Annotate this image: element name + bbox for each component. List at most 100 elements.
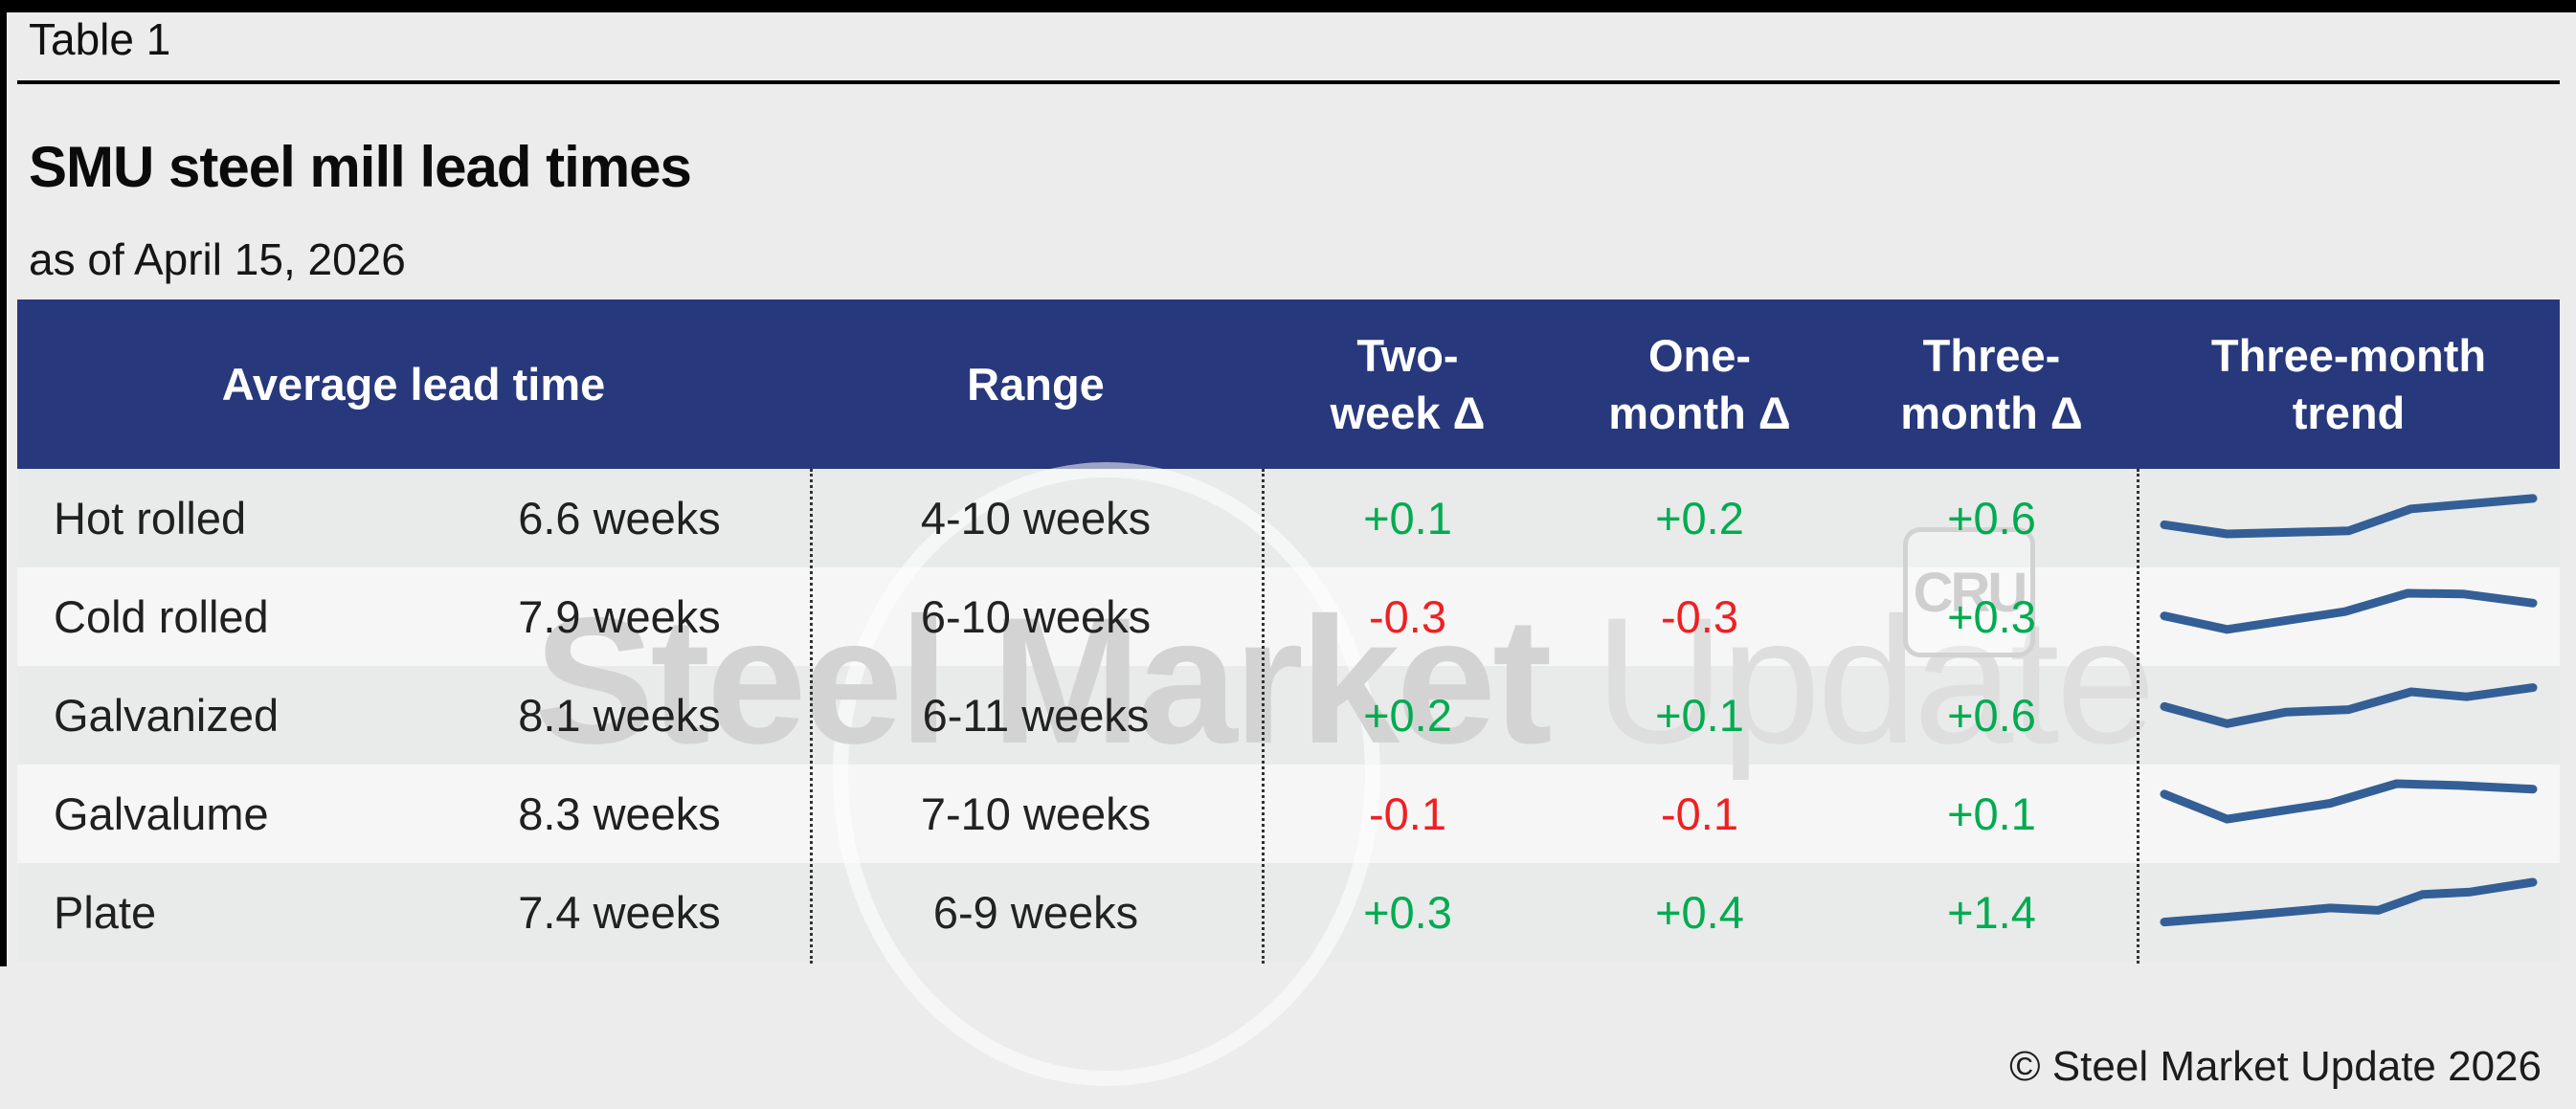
table-row: Galvalume 8.3 weeks 7-10 weeks -0.1 -0.1 +0.1 (17, 765, 2560, 863)
title-divider-rule (17, 80, 2560, 84)
column-separator-dotted (810, 469, 813, 964)
table-row: Hot rolled 6.6 weeks 4-10 weeks +0.1 +0.2 +0.… (17, 469, 2560, 567)
average-lead-time-value: 8.3 weeks (518, 788, 721, 839)
table-header-row: Average lead time Range Two-week Δ One-mont… (17, 299, 2560, 469)
column-header-3: Two-week Δ (1262, 327, 1554, 442)
three-month-delta-value: +0.6 (1947, 690, 2036, 741)
column-header-line: Three- (1922, 329, 2061, 381)
column-header-line: Three-month (2210, 329, 2487, 381)
three-month-delta-value: +1.4 (1947, 887, 2036, 938)
one-month-delta-value: +0.4 (1655, 887, 1744, 938)
cell-product-and-average: Cold rolled 7.9 weeks (17, 567, 810, 666)
cell-two-week-delta: -0.1 (1262, 765, 1554, 863)
cell-product-and-average: Galvalume 8.3 weeks (17, 765, 810, 863)
range-value: 4-10 weeks (920, 493, 1152, 543)
column-header-line: week Δ (1330, 387, 1486, 438)
column-header-line: Average lead time (221, 358, 606, 410)
cell-three-month-delta: +0.6 (1846, 666, 2138, 765)
cell-two-week-delta: +0.3 (1262, 863, 1554, 962)
product-name: Galvalume (54, 788, 269, 839)
cell-three-month-delta: +0.3 (1846, 567, 2138, 666)
column-separator-dotted (2137, 469, 2139, 964)
row-stripe (17, 469, 2560, 567)
column-header-line: Two- (1356, 329, 1459, 381)
column-header-line: month Δ (1608, 387, 1791, 438)
table-row: Galvanized 8.1 weeks 6-11 weeks +0.2 +0.1 +0.… (17, 666, 2560, 765)
two-week-delta-value: +0.3 (1363, 887, 1452, 938)
cell-three-month-delta: +1.4 (1846, 863, 2138, 962)
product-name: Galvanized (54, 690, 280, 741)
lead-times-table: Average lead time Range Two-week Δ One-mont… (17, 299, 2560, 964)
one-month-delta-value: -0.1 (1661, 788, 1738, 839)
cell-two-week-delta: +0.1 (1262, 469, 1554, 567)
cell-one-month-delta: +0.4 (1554, 863, 1846, 962)
cell-three-month-delta: +0.1 (1846, 765, 2138, 863)
trend-sparkline (2164, 882, 2533, 943)
cell-one-month-delta: -0.3 (1554, 567, 1846, 666)
one-month-delta-value: -0.3 (1661, 591, 1738, 642)
product-name: Hot rolled (54, 493, 247, 543)
one-month-delta-value: +0.1 (1655, 690, 1744, 741)
three-month-delta-value: +0.1 (1947, 788, 2036, 839)
table-number-label: Table 1 (29, 14, 171, 64)
table-row: Plate 7.4 weeks 6-9 weeks +0.3 +0.4 +1.4 (17, 863, 2560, 962)
cell-two-week-delta: -0.3 (1262, 567, 1554, 666)
table-body: Hot rolled 6.6 weeks 4-10 weeks +0.1 +0.2 +0.… (17, 469, 2560, 962)
cell-trend (2138, 863, 2560, 962)
column-header-1: Average lead time (17, 356, 810, 413)
column-header-2: Range (810, 356, 1262, 413)
column-header-line: One- (1647, 329, 1752, 381)
column-header-5: Three-month Δ (1846, 327, 2138, 442)
column-header-4: One-month Δ (1554, 327, 1846, 442)
column-separator-dotted (1262, 469, 1265, 964)
cell-three-month-delta: +0.6 (1846, 469, 2138, 567)
column-header-line: Range (967, 358, 1105, 410)
column-header-line: month Δ (1900, 387, 2083, 438)
range-value: 6-9 weeks (932, 887, 1139, 938)
cell-product-and-average: Plate 7.4 weeks (17, 863, 810, 962)
cell-one-month-delta: -0.1 (1554, 765, 1846, 863)
average-lead-time-value: 8.1 weeks (518, 690, 721, 741)
range-value: 6-11 weeks (922, 690, 1150, 741)
one-month-delta-value: +0.2 (1655, 493, 1744, 543)
cell-one-month-delta: +0.2 (1554, 469, 1846, 567)
column-header-line: trend (2292, 387, 2406, 438)
cell-trend (2138, 469, 2560, 567)
trend-sparkline (2164, 488, 2533, 549)
product-name: Plate (54, 887, 157, 938)
column-header-6: Three-month trend (2138, 327, 2560, 442)
cell-trend (2138, 765, 2560, 863)
average-lead-time-value: 6.6 weeks (518, 493, 721, 543)
page-title: SMU steel mill lead times (29, 135, 692, 199)
table-row: Cold rolled 7.9 weeks 6-10 weeks -0.3 -0.3 +0… (17, 567, 2560, 666)
top-black-bar (0, 0, 2576, 12)
cell-two-week-delta: +0.2 (1262, 666, 1554, 765)
two-week-delta-value: +0.1 (1363, 493, 1452, 543)
cell-trend (2138, 666, 2560, 765)
table-stripes (17, 299, 2560, 962)
trend-sparkline (2164, 685, 2533, 746)
trend-sparkline (2164, 784, 2533, 845)
three-month-delta-value: +0.6 (1947, 493, 2036, 543)
cell-product-and-average: Galvanized 8.1 weeks (17, 666, 810, 765)
row-stripe (17, 765, 2560, 863)
copyright-notice: © Steel Market Update 2026 (2009, 1043, 2542, 1090)
cell-product-and-average: Hot rolled 6.6 weeks (17, 469, 810, 567)
three-month-delta-value: +0.3 (1947, 591, 2036, 642)
row-stripe (17, 567, 2560, 666)
two-week-delta-value: +0.2 (1363, 690, 1452, 741)
cell-trend (2138, 567, 2560, 666)
average-lead-time-value: 7.4 weeks (518, 887, 721, 938)
cell-one-month-delta: +0.1 (1554, 666, 1846, 765)
product-name: Cold rolled (54, 591, 269, 642)
row-stripe (17, 666, 2560, 765)
average-lead-time-value: 7.9 weeks (518, 591, 721, 642)
two-week-delta-value: -0.3 (1369, 591, 1446, 642)
left-black-bar (0, 12, 7, 966)
trend-sparkline (2164, 587, 2533, 648)
as-of-date: as of April 15, 2026 (29, 234, 406, 284)
row-stripe (17, 863, 2560, 962)
two-week-delta-value: -0.1 (1369, 788, 1446, 839)
range-value: 6-10 weeks (920, 591, 1152, 642)
